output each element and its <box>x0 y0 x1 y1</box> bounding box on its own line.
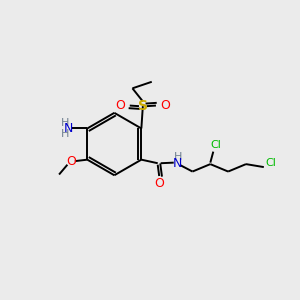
Text: O: O <box>66 154 76 168</box>
Text: O: O <box>116 99 125 112</box>
Text: H: H <box>173 152 182 162</box>
Text: N: N <box>64 122 74 135</box>
Text: Cl: Cl <box>266 158 277 168</box>
Text: H: H <box>61 118 69 128</box>
Text: N: N <box>172 157 182 170</box>
Text: S: S <box>138 99 148 113</box>
Text: H: H <box>61 129 69 139</box>
Text: Cl: Cl <box>210 140 221 149</box>
Text: O: O <box>154 177 164 190</box>
Text: O: O <box>160 99 170 112</box>
